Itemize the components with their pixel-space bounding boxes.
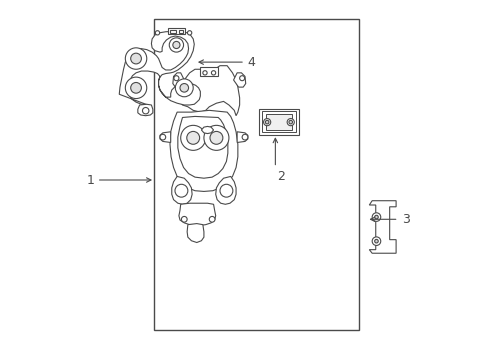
Circle shape [174, 76, 179, 81]
Circle shape [175, 184, 188, 197]
Bar [170, 30, 176, 33]
Circle shape [204, 125, 229, 150]
Circle shape [180, 84, 189, 92]
Polygon shape [369, 201, 396, 253]
Circle shape [131, 82, 142, 93]
Circle shape [264, 118, 270, 126]
Text: 1: 1 [87, 174, 95, 186]
Bar [200, 67, 218, 76]
Polygon shape [172, 176, 192, 204]
Polygon shape [160, 132, 171, 143]
Polygon shape [216, 176, 236, 204]
Circle shape [188, 31, 192, 35]
Bar [266, 114, 292, 130]
Circle shape [266, 120, 269, 124]
Circle shape [160, 134, 166, 140]
Polygon shape [187, 224, 204, 243]
Bar [259, 109, 298, 135]
Text: 3: 3 [402, 213, 410, 226]
Text: 4: 4 [247, 55, 255, 69]
Circle shape [242, 134, 248, 140]
Bar [262, 111, 296, 132]
Polygon shape [170, 111, 238, 192]
Circle shape [187, 131, 199, 144]
Circle shape [169, 38, 184, 52]
Circle shape [372, 237, 381, 246]
Circle shape [203, 71, 207, 75]
Circle shape [173, 41, 180, 49]
Bar [168, 28, 185, 34]
Circle shape [181, 125, 206, 150]
Polygon shape [138, 104, 153, 116]
Circle shape [209, 216, 215, 222]
Circle shape [181, 216, 187, 222]
Circle shape [155, 31, 160, 35]
Circle shape [372, 213, 381, 221]
Polygon shape [178, 116, 228, 178]
Polygon shape [179, 203, 216, 225]
Circle shape [287, 118, 294, 126]
Bar [154, 19, 359, 330]
Text: 2: 2 [277, 170, 285, 183]
Circle shape [375, 215, 378, 219]
Circle shape [220, 184, 233, 197]
Circle shape [240, 76, 245, 81]
Circle shape [125, 77, 147, 99]
Polygon shape [201, 126, 214, 134]
Bar [179, 30, 183, 33]
Polygon shape [237, 132, 248, 143]
Circle shape [211, 71, 216, 75]
Polygon shape [173, 73, 184, 87]
Polygon shape [234, 73, 245, 87]
Circle shape [131, 53, 142, 64]
Circle shape [289, 120, 293, 124]
Circle shape [143, 108, 149, 114]
Polygon shape [179, 66, 240, 116]
Circle shape [375, 239, 378, 243]
Circle shape [210, 131, 223, 144]
Circle shape [125, 48, 147, 69]
Circle shape [175, 79, 193, 97]
Polygon shape [119, 31, 200, 105]
